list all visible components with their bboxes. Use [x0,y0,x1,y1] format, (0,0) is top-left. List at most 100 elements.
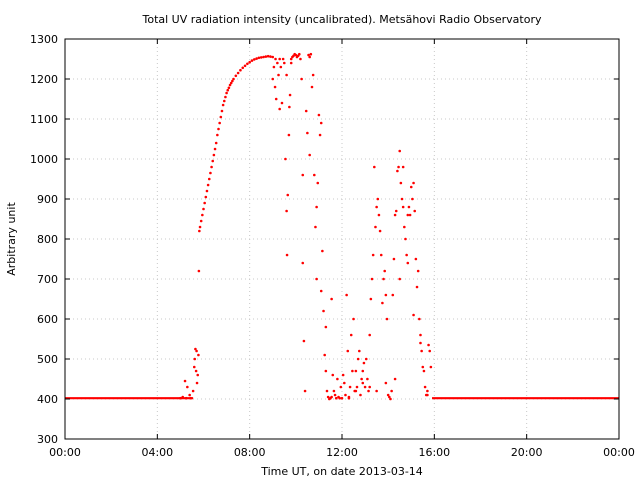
data-point [286,193,290,197]
data-point [204,195,208,199]
data-point [220,109,224,113]
data-point [313,173,316,177]
data-point [232,77,235,81]
data-point [273,85,277,89]
data-point [404,237,407,241]
data-point [324,369,328,373]
data-point [250,59,254,62]
data-point [213,147,217,151]
data-point [264,55,268,58]
data-point [277,73,280,77]
y-axis-label: Arbitrary unit [5,202,18,276]
x-axis-ticks: 00:00 04:00 08:00 12:00 16:00 20:00 00:00 [49,39,635,459]
data-point [379,253,383,257]
data-point [325,389,329,393]
data-point [287,133,291,137]
data-point [206,183,210,187]
data-point [184,396,188,400]
data-point [375,389,378,393]
data-point [243,64,247,68]
data-point [306,131,309,135]
x-tick-label: 00:00 [49,446,81,459]
data-point [205,189,209,193]
data-point [385,317,389,321]
x-tick-label: 04:00 [141,446,173,459]
data-point [255,57,258,60]
data-point [221,103,225,107]
data-point [343,381,346,385]
data-point [398,277,402,281]
data-point [370,277,374,281]
data-point [382,277,385,281]
data-point [332,389,336,393]
data-point [262,55,265,59]
data-point [236,71,240,75]
data-point [345,293,348,297]
x-tick-label: 12:00 [326,446,358,459]
data-point [248,60,251,64]
data-point [359,393,362,397]
data-point [207,177,211,181]
data-point [400,197,404,201]
data-point [399,181,403,185]
data-point [406,261,410,265]
data-point [369,297,373,301]
data-point [388,395,391,399]
data-point [274,57,277,61]
data-point [199,219,203,223]
data-point [219,115,223,119]
data-point [289,57,293,61]
data-point [390,389,393,393]
data-point [426,393,429,397]
data-point [376,197,380,201]
x-tick-label: 16:00 [418,446,450,459]
y-tick-label: 1100 [30,113,58,126]
data-point [246,62,249,66]
data-point [239,68,242,72]
data-point [354,389,358,393]
data-point [397,165,400,169]
data-point [416,269,420,273]
data-point [222,99,226,103]
data-point [300,77,303,81]
data-point [227,86,231,90]
data-point [352,317,355,321]
y-tick-label: 400 [37,393,58,406]
data-point [383,269,387,273]
data-point [195,381,199,385]
data-point [324,325,328,329]
data-point [193,357,197,361]
data-point [366,377,369,381]
data-point [427,343,430,347]
data-point [195,349,198,353]
data-point [408,213,412,217]
data-point [407,205,411,209]
data-point [356,357,360,361]
data-point [401,205,405,209]
data-point [307,53,310,57]
data-point [308,55,311,59]
data-point [285,253,289,257]
data-point [217,127,220,131]
data-point [318,133,322,137]
data-point [409,185,413,189]
data-point [351,369,354,373]
data-point [398,149,402,153]
data-point [315,205,318,209]
data-point [294,53,298,57]
data-point [203,201,206,205]
y-tick-label: 500 [37,353,58,366]
data-point [389,397,392,401]
data-point [330,297,333,301]
data-point [326,395,330,399]
data-point [210,165,213,169]
data-point [271,55,275,59]
data-point [299,57,302,61]
data-point [315,277,318,281]
data-point [316,181,320,185]
data-point [192,365,196,369]
gridlines [65,39,619,439]
y-tick-label: 800 [37,233,58,246]
data-point [368,385,372,389]
data-point [384,381,388,385]
